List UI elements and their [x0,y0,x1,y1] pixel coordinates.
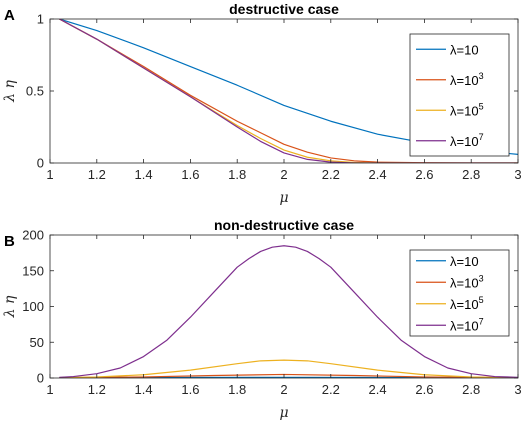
y-tick-label: 100 [22,299,44,314]
x-tick-label: 2.4 [369,167,387,182]
legend-label-base: λ=10 [450,297,479,312]
x-tick-label: 2 [280,382,287,397]
chart-title: destructive case [229,1,339,17]
y-tick-label: 0 [37,156,44,171]
x-tick-label: 2.6 [415,167,433,182]
x-tick-label: 2 [280,167,287,182]
y-tick-label: 1 [37,12,44,27]
legend-label-exponent: 5 [479,101,484,111]
legend-label-exponent: 3 [479,273,484,283]
legend-label: λ=105 [450,295,484,312]
x-tick-label: 2.6 [415,382,433,397]
panel-label: A [4,7,15,24]
legend-label-base: λ=10 [450,42,479,57]
x-tick-label: 2.4 [369,382,387,397]
x-tick-label: 1 [46,167,53,182]
x-tick-label: 1.4 [135,382,153,397]
legend-label-exponent: 5 [479,295,484,305]
x-tick-label: 1.4 [135,167,153,182]
x-tick-label: 1.2 [88,382,106,397]
legend-label-exponent: 7 [479,316,484,326]
legend-label: λ=107 [450,132,484,149]
y-axis-label: λ η [2,295,18,318]
panel-label: B [4,233,15,250]
y-tick-label: 0 [37,371,44,386]
chart-title: non-destructive case [214,217,354,233]
x-axis-label: μ [279,190,288,206]
legend-label: λ=10 [450,254,479,269]
legend-label: λ=10 [450,42,479,57]
legend-label: λ=107 [450,316,484,333]
x-tick-label: 3 [514,382,521,397]
legend-label: λ=103 [450,71,484,88]
y-tick-label: 150 [22,263,44,278]
x-tick-label: 2.8 [462,167,480,182]
legend-box [409,249,510,337]
x-tick-label: 2.2 [322,382,340,397]
legend-label-exponent: 7 [479,132,484,142]
y-axis-label: λ η [2,80,18,103]
x-tick-label: 1 [46,382,53,397]
legend-label: λ=103 [450,273,484,290]
y-tick-label: 50 [30,335,44,350]
y-tick-label: 200 [22,228,44,243]
legend-label-base: λ=10 [450,318,479,333]
legend-label: λ=105 [450,101,484,118]
legend-label-exponent: 3 [479,71,484,81]
series-line-3 [59,245,518,378]
x-tick-label: 3 [514,167,521,182]
x-tick-label: 2.2 [322,167,340,182]
series-line-3 [59,19,518,163]
legend-label-base: λ=10 [450,134,479,149]
legend-label-base: λ=10 [450,275,479,290]
x-tick-label: 2.8 [462,382,480,397]
x-tick-label: 1.6 [181,382,199,397]
y-tick-label: 0.5 [26,84,44,99]
x-tick-label: 1.2 [88,167,106,182]
legend-label-base: λ=10 [450,73,479,88]
x-tick-label: 1.8 [228,167,246,182]
x-tick-label: 1.8 [228,382,246,397]
legend-label-base: λ=10 [450,103,479,118]
legend-box [409,33,510,157]
legend-label-base: λ=10 [450,254,479,269]
x-tick-label: 1.6 [181,167,199,182]
x-axis-label: μ [279,405,288,421]
